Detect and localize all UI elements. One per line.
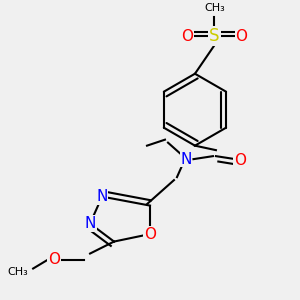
Text: CH₃: CH₃: [204, 3, 225, 13]
Text: CH₃: CH₃: [8, 266, 29, 277]
Text: N: N: [84, 216, 96, 231]
Text: S: S: [209, 27, 220, 45]
Text: O: O: [234, 153, 246, 168]
Text: N: N: [96, 189, 108, 204]
Text: O: O: [236, 29, 247, 44]
Text: O: O: [182, 29, 194, 44]
Text: O: O: [144, 226, 156, 242]
Text: O: O: [48, 252, 60, 267]
Text: N: N: [180, 152, 192, 166]
